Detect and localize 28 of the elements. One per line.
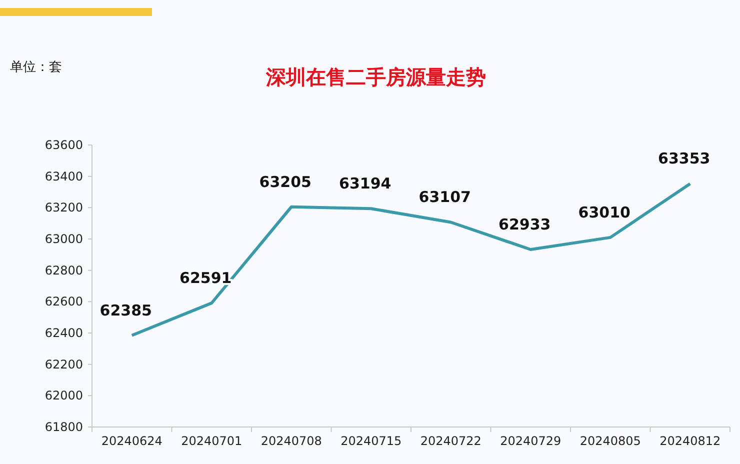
y-tick-label: 62000	[44, 388, 83, 403]
chart-title: 深圳在售二手房源量走势	[265, 65, 486, 89]
y-tick-label: 62200	[44, 357, 83, 372]
data-label: 63194	[339, 174, 392, 193]
y-tick-label: 63400	[44, 169, 83, 184]
data-label: 63107	[418, 188, 471, 206]
y-tick-label: 62400	[44, 326, 83, 340]
data-label: 63205	[259, 172, 312, 191]
data-label: 63353	[658, 150, 710, 168]
data-label: 63010	[578, 203, 630, 222]
y-tick-label: 63600	[44, 138, 83, 152]
y-tick-label: 62800	[44, 263, 83, 278]
y-tick-label: 62600	[44, 294, 83, 309]
x-tick-label: 20240805	[580, 434, 641, 448]
x-tick-label: 20240812	[660, 434, 721, 448]
y-tick-label: 61800	[44, 420, 83, 434]
y-tick-label: 63000	[44, 232, 83, 246]
x-tick-label: 20240729	[500, 434, 562, 448]
data-label: 62591	[180, 269, 232, 288]
data-label: 62385	[100, 301, 152, 320]
x-tick-label: 20240624	[101, 434, 162, 448]
text: 单位：套	[10, 60, 62, 75]
x-tick-label: 20240715	[340, 434, 402, 448]
x-tick-label: 20240701	[181, 434, 242, 448]
y-tick-label: 63200	[44, 200, 83, 215]
x-tick-label: 20240708	[260, 434, 322, 448]
data-label: 62933	[498, 215, 551, 234]
x-tick-label: 20240722	[420, 434, 482, 448]
